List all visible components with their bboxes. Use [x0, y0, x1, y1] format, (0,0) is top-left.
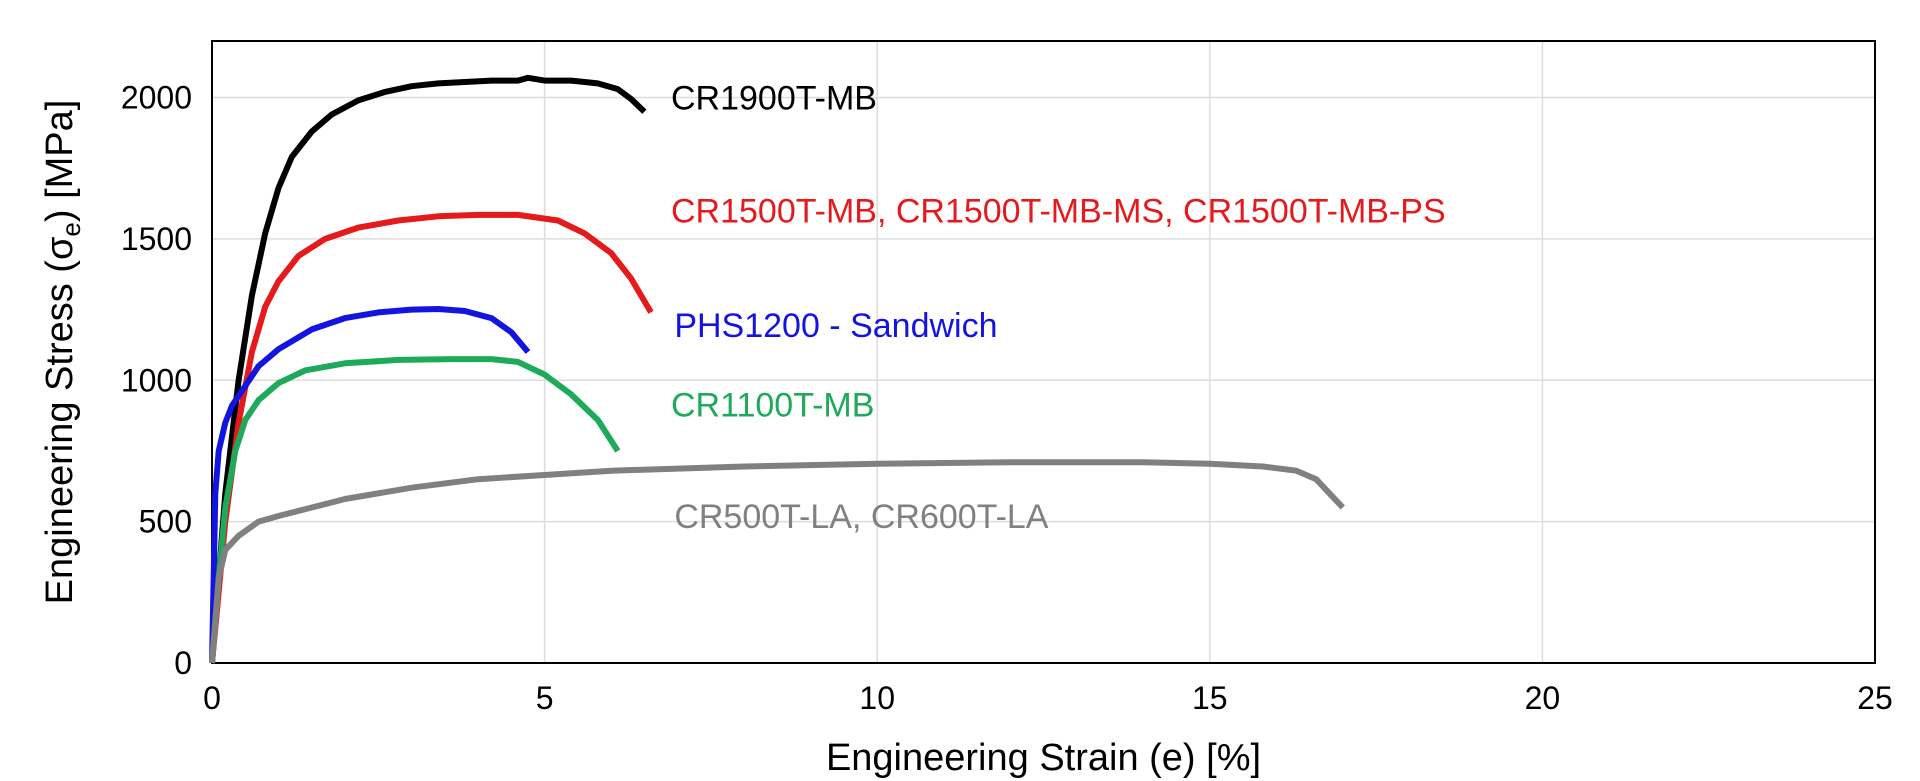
- y-tick-label: 500: [139, 504, 192, 540]
- x-tick-labels: 0 5 10 15 20 25: [203, 680, 1893, 716]
- series-label: CR500T-LA, CR600T-LA: [674, 498, 1048, 536]
- series-label: CR1100T-MB: [671, 386, 874, 424]
- series-label: CR1900T-MB: [671, 80, 877, 118]
- x-axis-title: Engineering Strain (e) [%]: [826, 737, 1261, 779]
- y-axis-title-tail: ) [MPa]: [39, 100, 81, 222]
- x-tick-label: 25: [1857, 680, 1893, 716]
- series-line: [209, 74, 647, 664]
- data-series: [209, 74, 1345, 664]
- y-axis-title-main: Engineering Stress (σ: [39, 237, 81, 605]
- x-tick-label: 15: [1192, 680, 1228, 716]
- series-line: [209, 356, 621, 664]
- y-tick-label: 1000: [121, 362, 192, 398]
- plot-frame: [211, 40, 1876, 664]
- series-line: [209, 459, 1345, 664]
- x-tick-label: 10: [859, 680, 895, 716]
- grid-lines: [211, 41, 1876, 664]
- y-tick-labels: 0 500 1000 1500 2000: [121, 80, 192, 681]
- x-tick-label: 20: [1525, 680, 1561, 716]
- y-axis-title-subscript: e: [56, 222, 86, 236]
- x-tick-label: 5: [536, 680, 554, 716]
- series-label: CR1500T-MB, CR1500T-MB-MS, CR1500T-MB-PS: [671, 193, 1446, 231]
- series-label: PHS1200 - Sandwich: [674, 307, 997, 345]
- y-tick-label: 0: [174, 645, 192, 681]
- series-line: [209, 211, 654, 664]
- series-line: [209, 306, 531, 664]
- y-axis-title: Engineering Stress (σe) [MPa]: [39, 100, 86, 605]
- series-labels: CR1900T-MB CR1500T-MB, CR1500T-MB-MS, CR1…: [671, 80, 1446, 536]
- x-tick-label: 0: [203, 680, 221, 716]
- y-tick-label: 1500: [121, 221, 192, 257]
- y-tick-label: 2000: [121, 80, 192, 116]
